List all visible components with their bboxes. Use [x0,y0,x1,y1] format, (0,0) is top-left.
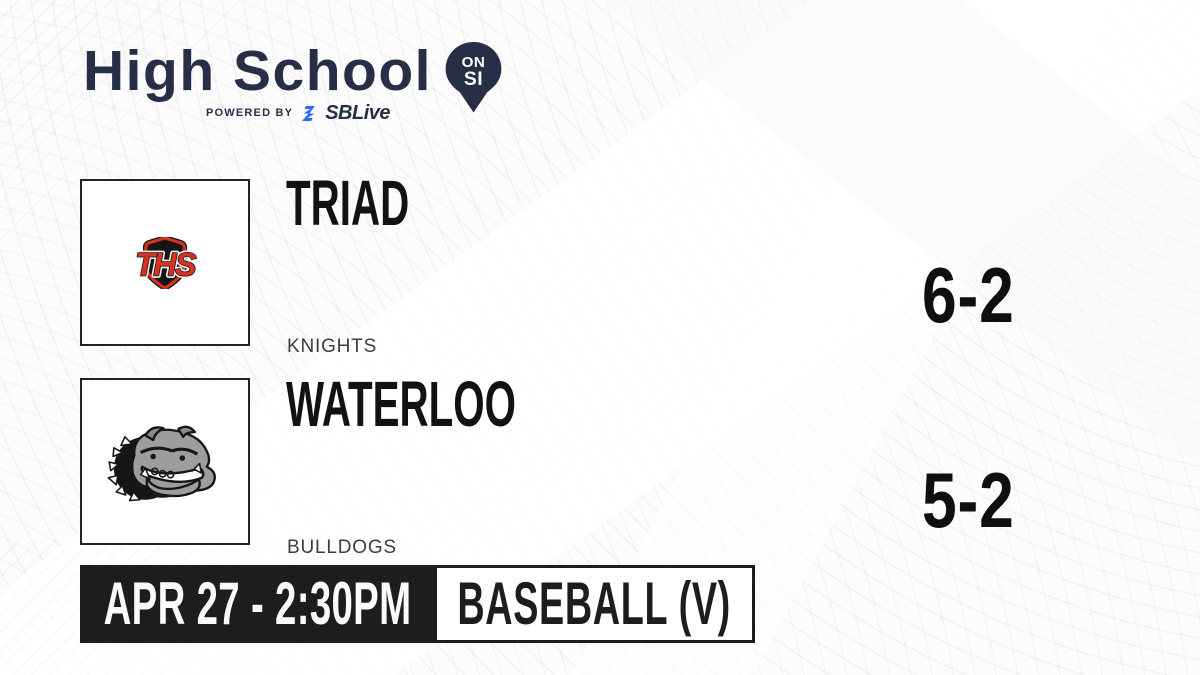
sblive-icon [302,105,315,121]
team2-mascot: BULLDOGS [287,537,397,558]
team2-logo-box [80,378,250,545]
pin-text-on: ON [462,54,486,71]
team1-logo-box: THS THS [80,179,250,346]
team1-record: 6-2 [922,251,1015,339]
triad-ths-shield-logo: THS THS [133,236,201,289]
ths-logo-text-outline: THS [135,246,197,282]
game-sport-bar: BASEBALL (V) [434,565,755,643]
high-school-wordmark: High School [83,39,432,103]
waterloo-bulldog-head-logo [107,425,216,501]
powered-by-row: POWERED BY SBLive [206,102,390,124]
game-datetime-label: APR 27 - 2:30PM [103,570,411,637]
team2-record: 5-2 [922,456,1015,544]
powered-by-label: POWERED BY [206,107,294,119]
on-si-pin-icon: ON SI [445,42,502,113]
game-datetime-bar: APR 27 - 2:30PM [80,565,434,643]
team1-name: TRIAD [286,167,410,239]
pin-text-si: SI [464,69,483,90]
ths-logo-text: THS [135,246,197,282]
game-sport-label: BASEBALL (V) [457,570,732,637]
team1-mascot: KNIGHTS [287,336,378,357]
team2-name: WATERLOO [286,368,516,440]
sblive-wordmark: SBLive [325,101,390,124]
